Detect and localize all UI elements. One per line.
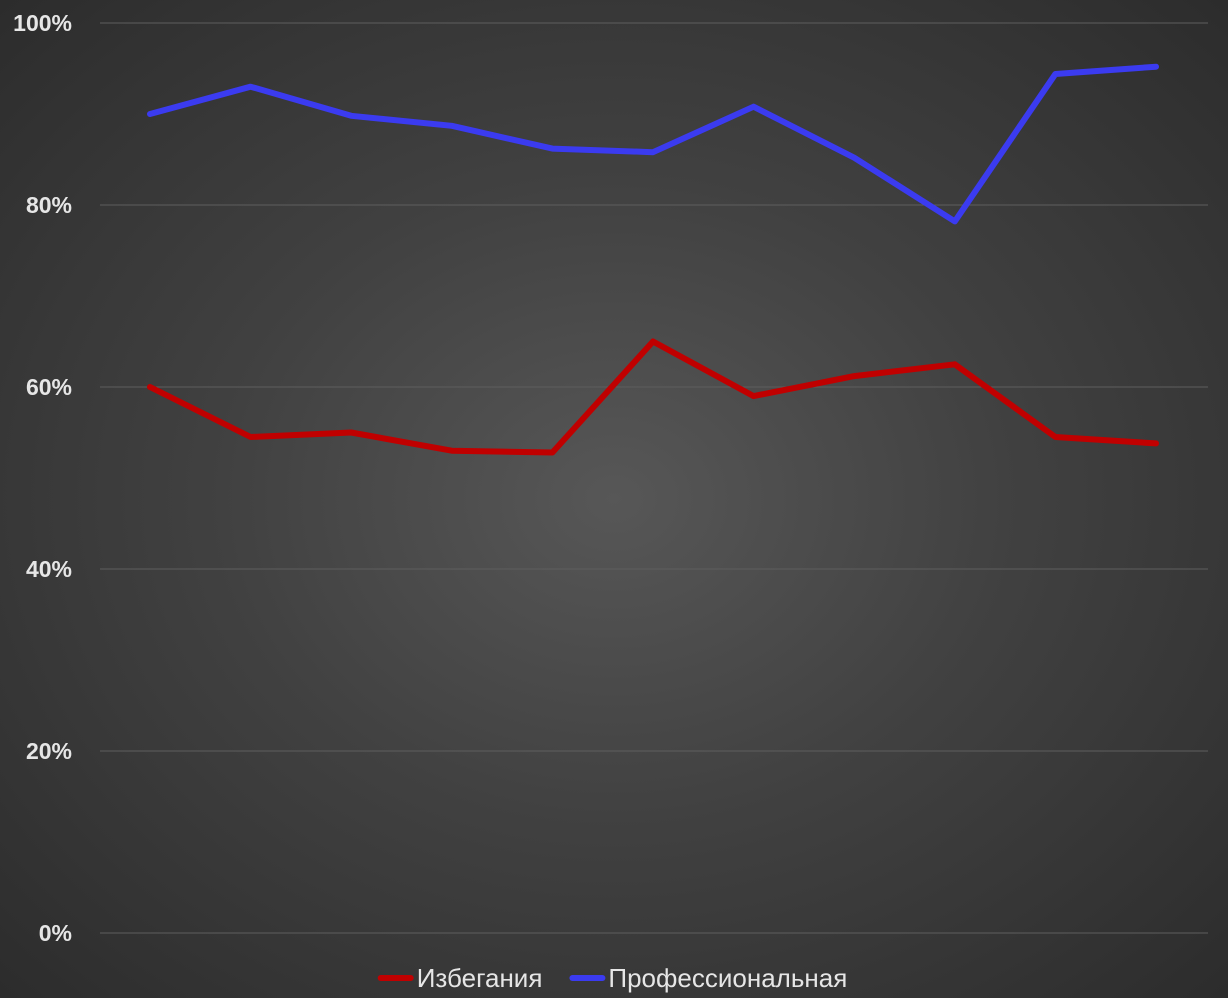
y-tick-label: 0% (39, 920, 72, 946)
gridlines (100, 22, 1208, 934)
y-tick-label: 80% (26, 192, 72, 218)
y-axis-tick-labels: 0% 20% 40% 60% 80% 100% (13, 10, 72, 946)
legend: Избегания Профессиональная (377, 963, 847, 993)
series-lines (147, 63, 1159, 456)
y-tick-label: 20% (26, 738, 72, 764)
legend-label-1: Избегания (417, 963, 543, 993)
y-tick-label: 60% (26, 374, 72, 400)
series-line-2 (147, 63, 1159, 225)
legend-label-2: Профессиональная (608, 963, 847, 993)
y-tick-label: 100% (13, 10, 72, 36)
series-line-1 (147, 338, 1159, 456)
y-tick-label: 40% (26, 556, 72, 582)
